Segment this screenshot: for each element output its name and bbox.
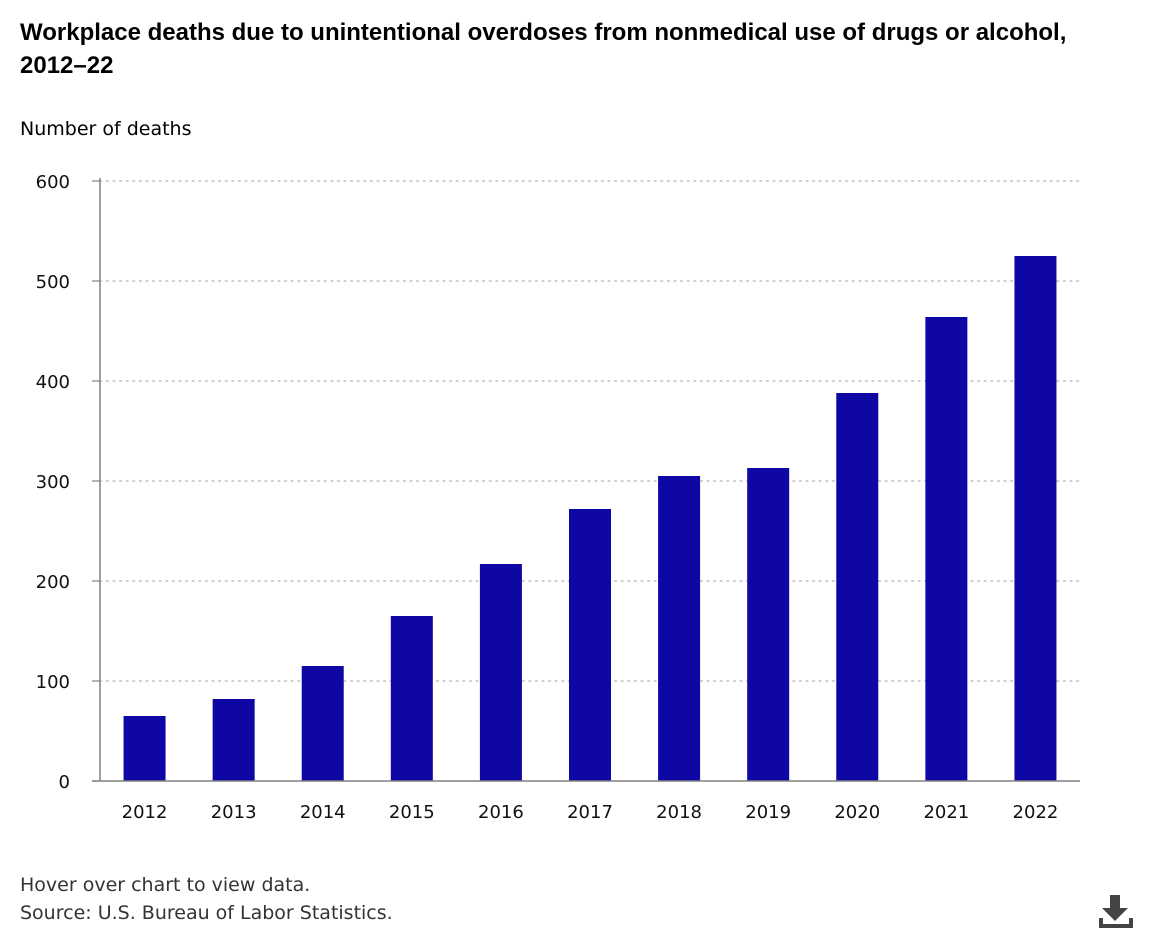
download-button[interactable] bbox=[1094, 893, 1138, 933]
y-tick-label: 100 bbox=[36, 672, 70, 693]
bar-2012[interactable] bbox=[123, 716, 166, 781]
x-tick-label: 2022 bbox=[1013, 802, 1059, 823]
bar-2015[interactable] bbox=[390, 616, 433, 781]
x-tick-label: 2014 bbox=[300, 802, 346, 823]
y-tick-label: 400 bbox=[36, 372, 70, 393]
x-tick-label: 2020 bbox=[834, 802, 880, 823]
bar-2019[interactable] bbox=[747, 468, 790, 781]
y-tick-label: 600 bbox=[36, 172, 70, 193]
bar-2020[interactable] bbox=[836, 393, 879, 781]
bar-2013[interactable] bbox=[212, 699, 255, 781]
y-tick-label: 300 bbox=[36, 472, 70, 493]
y-tick-label: 0 bbox=[59, 772, 70, 793]
y-axis-label: Number of deaths bbox=[20, 118, 192, 140]
x-tick-label: 2017 bbox=[567, 802, 613, 823]
y-tick-label: 200 bbox=[36, 572, 70, 593]
x-tick-label: 2012 bbox=[122, 802, 168, 823]
hover-note: Hover over chart to view data. bbox=[20, 874, 311, 896]
y-tick-label: 500 bbox=[36, 272, 70, 293]
bar-2018[interactable] bbox=[658, 476, 701, 781]
bar-2022[interactable] bbox=[1014, 256, 1057, 781]
bar-2016[interactable] bbox=[479, 564, 522, 781]
x-tick-label: 2013 bbox=[211, 802, 257, 823]
x-tick-label: 2019 bbox=[745, 802, 791, 823]
x-tick-label: 2018 bbox=[656, 802, 702, 823]
bar-chart[interactable]: 0 100 200 300 400 500 600 2012 2013 2014 2015 2016 2… bbox=[0, 0, 1160, 860]
x-tick-label: 2016 bbox=[478, 802, 524, 823]
chart-title: Workplace deaths due to unintentional ov… bbox=[20, 19, 1067, 79]
bar-2014[interactable] bbox=[301, 666, 344, 781]
bar-2021[interactable] bbox=[925, 317, 968, 781]
source-note: Source: U.S. Bureau of Labor Statistics. bbox=[20, 902, 393, 924]
download-icon bbox=[1099, 895, 1133, 928]
axes bbox=[92, 178, 1080, 782]
bar-2017[interactable] bbox=[569, 509, 611, 781]
tick-labels: 0 100 200 300 400 500 600 2012 2013 2014 2015 2016 2… bbox=[36, 172, 1059, 823]
x-tick-label: 2021 bbox=[923, 802, 969, 823]
x-tick-label: 2015 bbox=[389, 802, 435, 823]
bars bbox=[123, 256, 1057, 781]
